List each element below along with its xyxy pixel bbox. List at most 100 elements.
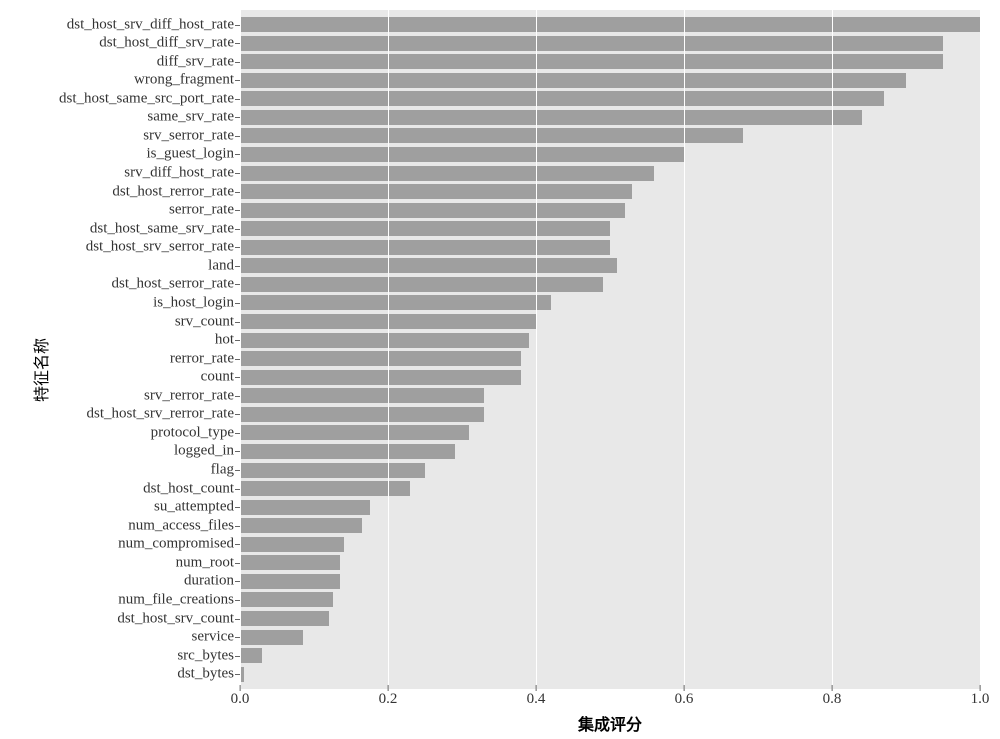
x-axis-title: 集成评分: [240, 711, 980, 735]
bar-row: duration: [240, 573, 980, 590]
bar: [240, 54, 943, 69]
x-tick: 0.4: [527, 691, 546, 708]
bar: [240, 240, 610, 255]
bar-label: num_root: [176, 554, 234, 571]
bar-label: is_host_login: [153, 294, 234, 311]
bar-row: num_root: [240, 554, 980, 571]
bar-row: rerror_rate: [240, 350, 980, 367]
bar-label: src_bytes: [177, 647, 234, 664]
bar-row: service: [240, 629, 980, 646]
bar-label: land: [208, 257, 234, 274]
bar-label: dst_host_diff_srv_rate: [99, 35, 234, 52]
bar-label: dst_host_count: [143, 480, 234, 497]
bar-row: serror_rate: [240, 202, 980, 219]
bar-row: num_compromised: [240, 536, 980, 553]
bar-label: serror_rate: [169, 202, 234, 219]
bar-row: wrong_fragment: [240, 72, 980, 89]
bar-label: diff_srv_rate: [157, 53, 234, 70]
x-tick: 0.2: [379, 691, 398, 708]
bar: [240, 36, 943, 51]
y-axis-title: 特征名称: [28, 337, 52, 401]
bar: [240, 611, 329, 626]
bar: [240, 184, 632, 199]
x-tick-label: 0.0: [231, 691, 250, 707]
x-tick-label: 0.8: [823, 691, 842, 707]
grid-line: [536, 10, 537, 689]
bar-label: num_compromised: [118, 536, 234, 553]
bar-label: su_attempted: [154, 499, 234, 516]
bar: [240, 91, 884, 106]
bar-row: dst_host_srv_rerror_rate: [240, 406, 980, 423]
bar-label: dst_host_srv_diff_host_rate: [67, 16, 234, 33]
bar-row: dst_host_rerror_rate: [240, 183, 980, 200]
bar: [240, 277, 603, 292]
bar: [240, 388, 484, 403]
bar-row: land: [240, 257, 980, 274]
x-tick: 0.8: [823, 691, 842, 708]
bar-row: srv_diff_host_rate: [240, 165, 980, 182]
bar-row: count: [240, 369, 980, 386]
bar-row: protocol_type: [240, 424, 980, 441]
bar: [240, 351, 521, 366]
bar-row: dst_bytes: [240, 666, 980, 683]
bar-label: same_srv_rate: [147, 109, 234, 126]
bar: [240, 128, 743, 143]
bar-label: num_file_creations: [118, 591, 234, 608]
bar-row: src_bytes: [240, 647, 980, 664]
bar-label: count: [201, 369, 234, 386]
x-tick: 0.0: [231, 691, 250, 708]
bar-label: srv_count: [175, 313, 234, 330]
grid-line: [684, 10, 685, 689]
bar: [240, 444, 455, 459]
bar-label: logged_in: [174, 443, 234, 460]
bar-label: dst_host_serror_rate: [112, 276, 234, 293]
bar-label: dst_host_same_src_port_rate: [59, 90, 234, 107]
bar: [240, 73, 906, 88]
x-tick-label: 0.4: [527, 691, 546, 707]
bar-row: is_guest_login: [240, 146, 980, 163]
bar: [240, 555, 340, 570]
bar-row: su_attempted: [240, 499, 980, 516]
bar: [240, 110, 862, 125]
bar-row: dst_host_srv_count: [240, 610, 980, 627]
bar-row: dst_host_count: [240, 480, 980, 497]
bar-row: dst_host_srv_serror_rate: [240, 239, 980, 256]
bar-row: srv_rerror_rate: [240, 387, 980, 404]
bar-label: srv_serror_rate: [143, 127, 234, 144]
bar-label: is_guest_login: [146, 146, 234, 163]
x-tick-label: 1.0: [971, 691, 990, 707]
bar: [240, 203, 625, 218]
bar-row: is_host_login: [240, 294, 980, 311]
x-tick: 0.6: [675, 691, 694, 708]
bar: [240, 481, 410, 496]
bar: [240, 147, 684, 162]
bar: [240, 166, 654, 181]
x-tick: 1.0: [971, 691, 990, 708]
bar: [240, 574, 340, 589]
bar-label: srv_rerror_rate: [144, 387, 234, 404]
bar-label: srv_diff_host_rate: [124, 165, 234, 182]
bar-label: dst_host_srv_rerror_rate: [87, 406, 234, 423]
bar-label: flag: [211, 462, 234, 479]
bar-row: diff_srv_rate: [240, 53, 980, 70]
bar: [240, 370, 521, 385]
bar: [240, 592, 333, 607]
bar: [240, 500, 370, 515]
bar-row: dst_host_diff_srv_rate: [240, 35, 980, 52]
bar-row: dst_host_serror_rate: [240, 276, 980, 293]
bar: [240, 407, 484, 422]
bar-label: dst_host_rerror_rate: [112, 183, 234, 200]
x-tick-label: 0.6: [675, 691, 694, 707]
bar: [240, 425, 469, 440]
bar-label: dst_bytes: [177, 666, 234, 683]
bar-label: dst_host_srv_serror_rate: [86, 239, 234, 256]
x-tick-label: 0.2: [379, 691, 398, 707]
grid-line: [832, 10, 833, 689]
bar-label: num_access_files: [128, 517, 234, 534]
bar-row: flag: [240, 462, 980, 479]
feature-importance-chart: 特征名称 dst_host_srv_diff_host_rate dst_host…: [0, 0, 1000, 739]
bar-label: wrong_fragment: [134, 72, 234, 89]
bar-row: dst_host_same_srv_rate: [240, 220, 980, 237]
bar-label: protocol_type: [151, 424, 234, 441]
bar-row: hot: [240, 332, 980, 349]
